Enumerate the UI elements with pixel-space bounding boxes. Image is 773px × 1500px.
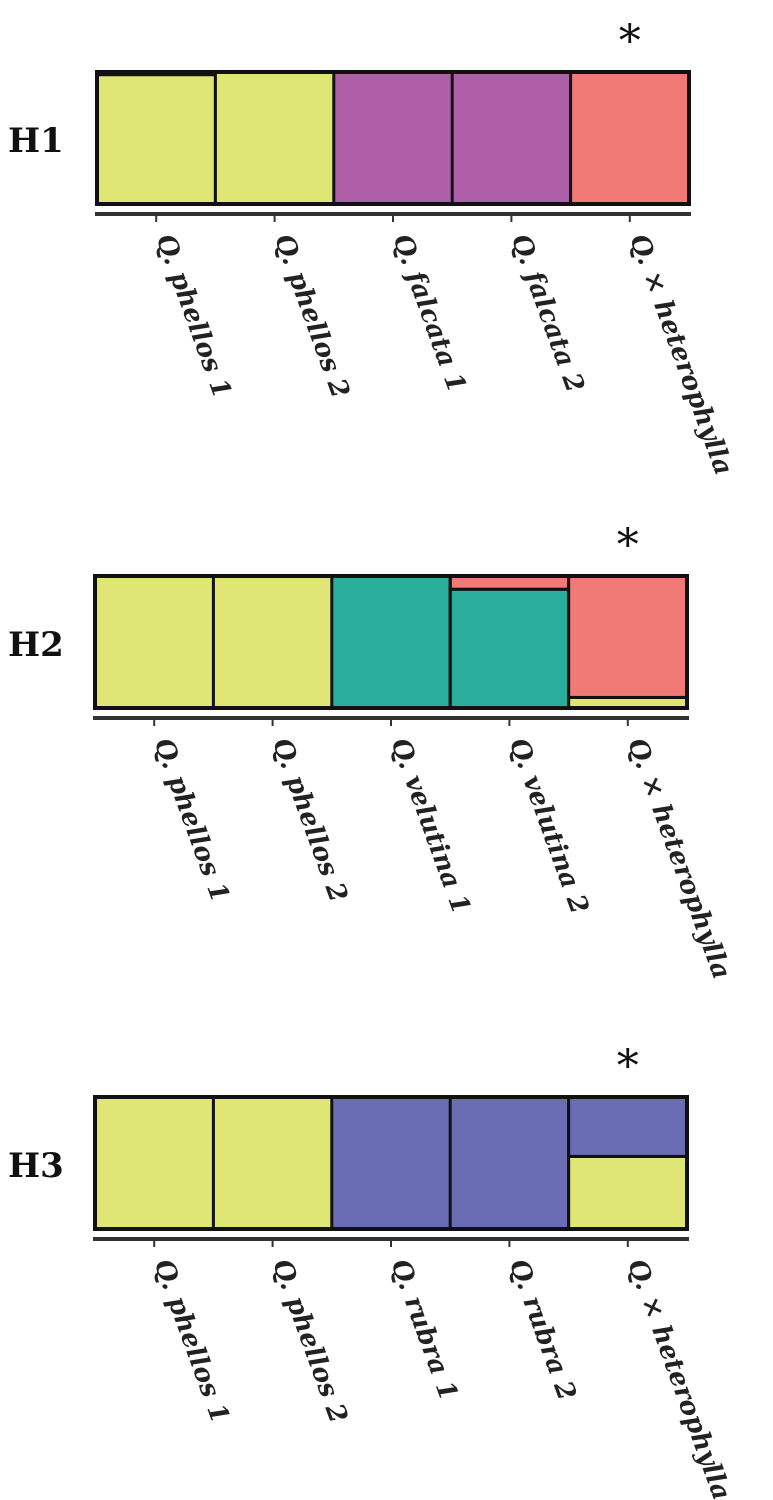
bar-segment [215,72,334,204]
panel-title: H1 [8,121,64,161]
bar-segment [567,1154,689,1231]
x-tick-label: Q. velutina 1 [384,734,475,918]
x-tick-label: Q. falcata 2 [505,230,590,396]
bar-segment [331,1097,451,1229]
plot-frame [93,574,689,710]
bar-segment [448,587,571,710]
chart-panel-h2: H2 * Q. phellos 1 Q. phellos 2 Q. velutina 1… [8,520,736,983]
panel-title: H3 [8,1146,64,1186]
plot-frame [95,70,691,206]
bar-segment [567,574,689,699]
x-tick-label: Q. phellos 2 [266,734,353,906]
chart-panel-h3: H3 * Q. phellos 1 Q. phellos 2 Q. rubra 1 Q. … [8,1041,736,1500]
bar-segment [570,72,689,204]
x-tick-label: Q. rubra 1 [384,1255,463,1404]
significance-marker: * [617,1041,639,1092]
significance-marker: * [617,520,639,571]
bar-segment [331,576,451,708]
x-tick-label: Q. × heterophylla [621,1255,736,1500]
x-tick-label: Q. phellos 1 [148,734,235,906]
bar-segment [213,576,332,708]
x-tick-label: Q. velutina 2 [503,734,594,918]
bar-segment [450,1097,569,1229]
x-tick-label: Q. phellos 1 [148,1255,235,1427]
bar-segment [95,576,214,708]
x-tick-label: Q. falcata 1 [386,230,471,396]
x-tick-label: Q. rubra 2 [503,1255,582,1404]
x-tick-label: Q. phellos 2 [266,1255,353,1427]
x-tick-label: Q. × heterophylla [623,230,738,479]
bar-segment [95,73,217,206]
bar-segment [95,1097,214,1229]
significance-marker: * [619,16,641,67]
bar-segment [333,72,453,204]
panel-title: H2 [8,625,64,665]
x-tick-label: Q. phellos 1 [150,230,237,402]
x-tick-label: Q. × heterophylla [621,734,736,983]
chart-panel-h1: H1 * Q. phellos 1 Q. phellos 2 Q. falcata 1 Q… [8,16,738,479]
bar-segment [213,1097,332,1229]
plot-frame [93,1095,689,1231]
bar-segment [452,72,571,204]
x-tick-label: Q. phellos 2 [268,230,355,402]
bar-segment [567,1095,689,1158]
